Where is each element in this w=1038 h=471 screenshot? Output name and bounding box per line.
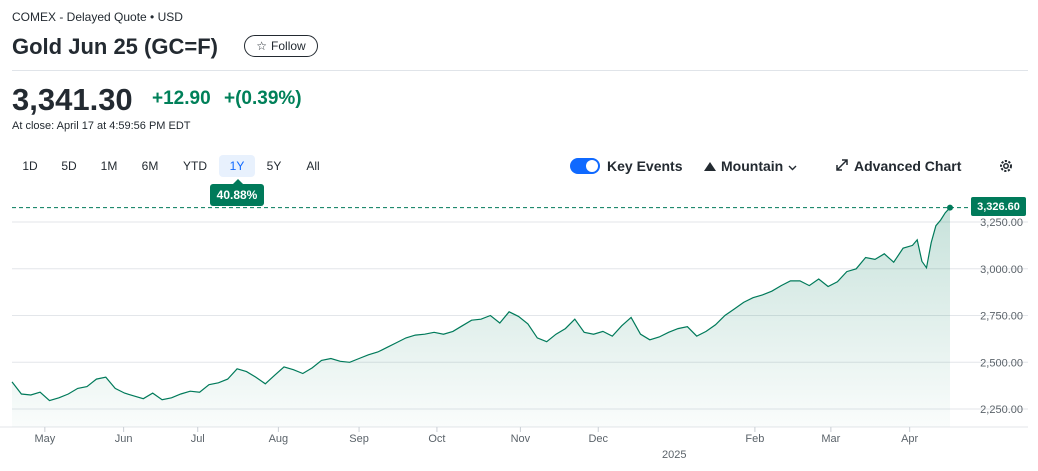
expand-arrows-icon	[836, 158, 848, 174]
range-tab-ytd[interactable]: YTD	[183, 159, 207, 173]
x-tick-label: Dec	[588, 433, 608, 445]
page-title: Gold Jun 25 (GC=F)	[12, 34, 218, 59]
gear-icon[interactable]	[996, 156, 1016, 176]
chart-type-label: Mountain	[721, 158, 784, 174]
x-tick-label: Sep	[349, 433, 369, 445]
range-tab-all[interactable]: All	[306, 159, 320, 173]
x-tick-label: Mar	[821, 433, 840, 445]
range-tab-5d[interactable]: 5D	[61, 159, 77, 173]
range-tab-6m[interactable]: 6M	[141, 159, 159, 173]
y-tick-label: 3,000.00	[980, 264, 1023, 276]
exchange-label: COMEX - Delayed Quote • USD	[12, 10, 183, 24]
close-time: At close: April 17 at 4:59:56 PM EDT	[12, 120, 191, 132]
price-chart[interactable]: 2,250.00 2,500.00 2,750.00 3,000.00 3,250.00…	[0, 190, 1038, 471]
x-tick-label: Oct	[428, 433, 445, 445]
year-label: 2025	[662, 449, 686, 461]
x-tick-label: Jun	[115, 433, 133, 445]
divider	[12, 70, 1028, 71]
follow-button[interactable]: ☆ Follow	[244, 35, 318, 57]
quote-change: +12.90	[152, 88, 211, 109]
x-tick-label: Aug	[269, 433, 289, 445]
range-tab-1m[interactable]: 1M	[100, 159, 118, 173]
x-tick-label: Nov	[511, 433, 531, 445]
chevron-down-icon	[788, 158, 797, 174]
key-events-toggle[interactable]	[570, 158, 600, 174]
quote-change-percent: +(0.39%)	[224, 88, 302, 109]
x-tick-label: Apr	[901, 433, 918, 445]
range-tab-1d[interactable]: 1D	[22, 159, 38, 173]
price-line	[11, 207, 951, 402]
area-fill	[12, 207, 950, 427]
y-tick-label: 2,500.00	[980, 357, 1023, 369]
advanced-chart-label: Advanced Chart	[854, 158, 962, 174]
follow-label: Follow	[271, 39, 306, 53]
x-tick-label: Feb	[745, 433, 764, 445]
quote-price: 3,341.30	[12, 82, 133, 117]
x-tick-label: May	[34, 433, 55, 445]
range-return-badge: 40.88%	[210, 179, 264, 206]
range-tab-5y[interactable]: 5Y	[266, 159, 282, 173]
advanced-chart-button[interactable]: Advanced Chart	[836, 158, 961, 174]
star-icon: ☆	[256, 39, 268, 53]
key-events-label: Key Events	[607, 158, 683, 174]
range-tab-1y[interactable]: 1Y	[219, 155, 255, 177]
last-value-label: 3,326.60	[971, 197, 1026, 216]
mountain-icon	[704, 158, 716, 174]
toggle-knob	[586, 160, 598, 172]
chart-type-dropdown[interactable]: Mountain	[704, 158, 797, 174]
x-tick-label: Jul	[191, 433, 205, 445]
y-tick-label: 2,250.00	[980, 404, 1023, 416]
last-value-point	[947, 204, 953, 211]
y-tick-label: 2,750.00	[980, 311, 1023, 323]
y-tick-label: 3,250.00	[980, 217, 1023, 229]
